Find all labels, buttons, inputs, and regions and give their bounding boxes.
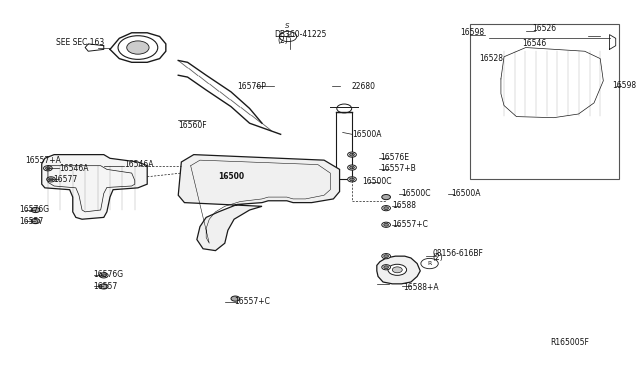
Circle shape	[382, 206, 390, 211]
Circle shape	[382, 195, 390, 200]
Text: S: S	[285, 23, 289, 29]
Text: SEE SEC.163: SEE SEC.163	[56, 38, 104, 46]
Circle shape	[280, 32, 294, 41]
Circle shape	[47, 177, 56, 182]
Circle shape	[45, 167, 51, 170]
Text: 16557: 16557	[19, 217, 43, 225]
Text: (2): (2)	[277, 36, 287, 45]
Text: 16500A: 16500A	[352, 130, 381, 139]
Text: 16526: 16526	[532, 24, 556, 33]
Text: 16500: 16500	[219, 172, 244, 181]
Text: 16557: 16557	[93, 282, 118, 291]
Text: 16500C: 16500C	[362, 177, 392, 186]
Text: 16588+A: 16588+A	[403, 283, 439, 292]
Circle shape	[349, 178, 355, 181]
Circle shape	[384, 266, 388, 269]
Circle shape	[382, 222, 390, 227]
Circle shape	[392, 267, 403, 273]
Text: 16560F: 16560F	[179, 121, 207, 129]
Circle shape	[349, 166, 355, 169]
Circle shape	[348, 152, 356, 157]
Text: S: S	[286, 34, 290, 39]
Text: 16557+A: 16557+A	[25, 156, 61, 166]
Circle shape	[231, 296, 239, 301]
Polygon shape	[179, 155, 340, 251]
Circle shape	[384, 207, 388, 209]
Text: 08156-616BF: 08156-616BF	[433, 249, 484, 258]
Circle shape	[349, 153, 355, 156]
Text: 16500A: 16500A	[451, 189, 481, 198]
Circle shape	[99, 284, 108, 289]
Text: 16546: 16546	[523, 39, 547, 48]
Circle shape	[487, 36, 496, 41]
Text: 22680: 22680	[352, 82, 376, 91]
Circle shape	[382, 264, 390, 270]
Text: 16546A: 16546A	[124, 160, 154, 169]
Circle shape	[127, 41, 149, 54]
Text: 16576G: 16576G	[93, 270, 124, 279]
Circle shape	[31, 218, 40, 224]
Circle shape	[31, 208, 40, 212]
Text: DB360-41225: DB360-41225	[275, 30, 327, 39]
Text: 16577: 16577	[53, 175, 77, 184]
Text: 16500C: 16500C	[402, 189, 431, 198]
Circle shape	[101, 274, 106, 277]
Text: 16576E: 16576E	[380, 153, 409, 162]
Polygon shape	[377, 256, 420, 284]
Polygon shape	[488, 35, 612, 127]
Text: 16576G: 16576G	[19, 205, 49, 214]
Circle shape	[489, 37, 494, 40]
Text: 16598: 16598	[461, 28, 484, 37]
Circle shape	[388, 264, 406, 275]
Text: (2): (2)	[433, 253, 444, 263]
Bar	[470, 23, 619, 179]
Text: R: R	[428, 261, 432, 266]
Text: 16598: 16598	[612, 81, 637, 90]
Circle shape	[421, 259, 438, 269]
Circle shape	[348, 165, 356, 170]
Circle shape	[118, 36, 158, 60]
Circle shape	[99, 273, 108, 278]
Bar	[337, 112, 352, 179]
Polygon shape	[42, 155, 147, 219]
Text: R165005F: R165005F	[550, 339, 589, 347]
Circle shape	[384, 223, 388, 226]
Circle shape	[382, 254, 390, 259]
Text: 16557+C: 16557+C	[392, 219, 428, 228]
Text: 16546A: 16546A	[59, 164, 88, 173]
Circle shape	[384, 255, 388, 257]
Text: 16576P: 16576P	[237, 82, 266, 91]
Circle shape	[44, 166, 52, 171]
Circle shape	[348, 177, 356, 182]
Circle shape	[337, 104, 352, 113]
Text: 16588: 16588	[392, 201, 417, 210]
Text: 16557+C: 16557+C	[234, 297, 270, 306]
Circle shape	[49, 178, 53, 181]
Text: 16528: 16528	[479, 54, 503, 63]
Circle shape	[280, 31, 297, 42]
Text: 16557+B: 16557+B	[380, 164, 415, 173]
